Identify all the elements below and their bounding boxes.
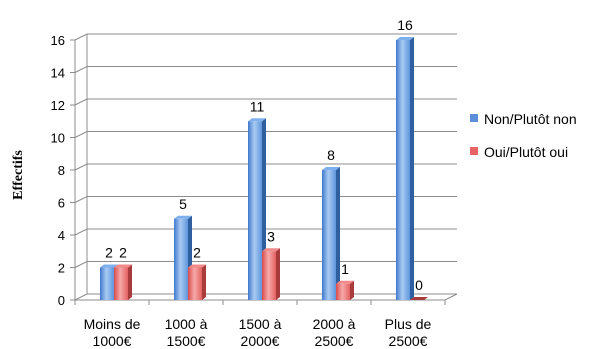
bar-oui-4 [410,297,428,300]
data-label: 2 [193,245,201,261]
data-label: 2 [105,245,113,261]
data-label: 5 [179,196,187,212]
legend-label: Oui/Plutôt oui [484,144,568,160]
y-tick-label: 14 [51,66,65,81]
y-tick-label: 6 [58,196,65,211]
x-category-label: 2500€ [315,333,354,349]
x-category-label: Plus de [385,316,432,332]
y-tick-label: 4 [58,228,65,243]
y-tick-label: 2 [58,261,65,276]
data-label: 8 [327,147,335,163]
y-tick-label: 10 [51,131,65,146]
data-label: 11 [250,98,265,114]
bar-oui-0 [114,264,132,300]
x-category-label: 1000 à [165,316,208,332]
y-tick-label: 16 [51,33,65,48]
x-category-label: 2500€ [389,333,428,349]
legend-label: Non/Plutôt non [484,111,577,127]
data-label: 2 [119,245,127,261]
bar-non-3 [322,167,340,300]
legend-swatch [470,114,478,122]
legend-swatch [470,147,478,155]
bars [100,37,428,300]
y-tick-label: 0 [58,293,65,308]
x-category-label: 1500€ [167,333,206,349]
legend: Non/Plutôt non Oui/Plutôt oui [470,111,577,160]
x-category-label: 2000€ [241,333,280,349]
data-label: 3 [267,228,275,244]
bar-oui-1 [188,264,206,300]
x-category-label: 1500 à [239,316,282,332]
bar-oui-3 [336,280,354,300]
y-tick-label: 12 [51,98,65,113]
y-axis-title: Effectifs [11,150,26,200]
data-label: 0 [415,277,423,293]
y-tick-labels: 0 2 4 6 8 10 12 14 16 [51,33,65,308]
data-label: 1 [341,261,349,277]
bar-non-4 [396,37,414,300]
bar-oui-2 [262,248,280,300]
y-axis-line [74,34,88,300]
y-tick-label: 8 [58,163,65,178]
x-category-label: 2000 à [313,316,356,332]
x-category-label: Moins de [84,316,141,332]
x-category-label: 1000€ [93,333,132,349]
data-label: 16 [397,17,413,33]
